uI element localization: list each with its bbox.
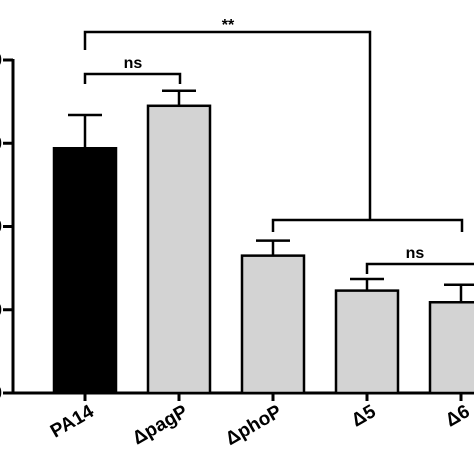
significance-brackets (83, 30, 474, 274)
bracket (365, 262, 474, 274)
bracket (83, 30, 372, 220)
bar (52, 146, 118, 395)
y-tick-label: 10 (0, 300, 2, 320)
bracket (83, 72, 182, 84)
y-tick-label: 0 (0, 383, 2, 403)
annotation: ns (406, 245, 425, 262)
y-tick-label: 30 (0, 133, 2, 153)
bar (334, 289, 400, 395)
bar (428, 301, 474, 395)
x-tick-label: Δ5 (348, 401, 380, 432)
x-tick-label: ΔphoP (222, 401, 286, 450)
x-tick-label: ΔpagP (129, 401, 192, 449)
bar (146, 104, 212, 395)
bracket (271, 218, 464, 232)
x-tick-label: PA14 (47, 401, 98, 442)
annotation: ns (124, 55, 143, 72)
x-tick-label: Δ6 (442, 401, 473, 431)
annotation: ** (222, 17, 235, 34)
y-tick-label: 20 (0, 217, 2, 237)
bar (240, 254, 306, 395)
y-tick-label: 40 (0, 50, 2, 70)
